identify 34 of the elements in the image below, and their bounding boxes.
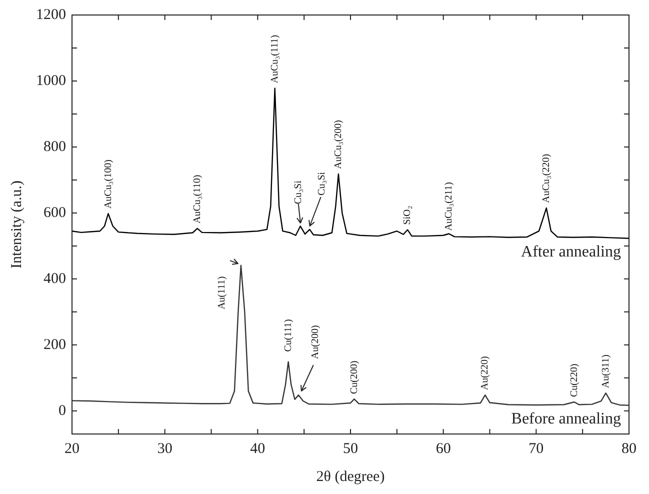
y-axis-title: Intensity (a.u.) (8, 180, 25, 268)
x-tick-label: 80 (622, 440, 636, 457)
annotation: Au(111) (216, 276, 228, 310)
x-tick-label: 70 (528, 440, 544, 457)
annotation: AuCu₃(110) (192, 174, 203, 224)
x-tick-label: 20 (64, 440, 80, 457)
y-tick-label: 1200 (36, 6, 66, 23)
series-label: After annealing (521, 244, 621, 261)
annotation: AuCu₃(200) (333, 120, 344, 170)
x-axis-title: 2θ (degree) (316, 468, 385, 485)
y-tick-label: 600 (44, 204, 66, 221)
y-tick-label: 0 (58, 402, 66, 419)
annotation: SiO₂ (402, 206, 414, 225)
x-tick-label: 30 (157, 440, 172, 457)
x-tick-label: 50 (343, 440, 358, 457)
x-tick-label: 40 (250, 440, 266, 457)
annotation: AuCu₃(220) (541, 154, 552, 204)
annotation: AuCu₃(100) (102, 160, 114, 209)
y-tick-label: 400 (44, 270, 66, 287)
annotation: Cu(200) (348, 360, 360, 394)
annotation: AuCu₃(211) (444, 182, 455, 231)
annotation: Au(311) (600, 354, 612, 388)
y-tick-label: 1000 (36, 72, 66, 89)
annotation: Au(200) (310, 325, 322, 360)
y-tick-label: 200 (44, 336, 66, 353)
annotation: Cu(220) (568, 364, 580, 397)
series-label: Before annealing (511, 410, 621, 428)
annotation: Cu₃Si (292, 180, 304, 204)
x-tick-label: 60 (436, 440, 451, 457)
annotation: Cu₃Si (316, 172, 328, 196)
annotation: Au(220) (480, 356, 491, 390)
annotation: Cu(111) (282, 319, 294, 352)
y-tick-label: 800 (44, 138, 66, 155)
annotation: AuCu₃(111) (269, 34, 280, 84)
